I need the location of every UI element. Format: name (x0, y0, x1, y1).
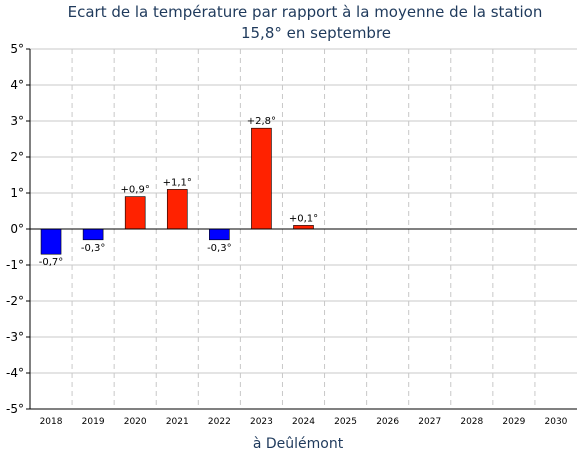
labels: 5° 4° 3° 2° 1° 0° -1° -2° -3° -4° -5° 2018 -0,7° 2019… (6, 42, 568, 427)
x-tick-label: 2024 (292, 417, 315, 427)
x-tick-label: 2027 (418, 417, 441, 427)
x-tick-label: 2028 (460, 417, 483, 427)
x-axis-label: à Deûlémont (253, 436, 344, 452)
x-tick-label: 2029 (502, 417, 525, 427)
data-label-2018: -0,7° (39, 257, 64, 268)
y-tick-label: -4° (6, 366, 24, 380)
y-tick-label: 1° (10, 186, 24, 200)
x-tick-label: 2030 (545, 417, 568, 427)
bar-2024 (293, 225, 314, 230)
x-tick-label: 2023 (250, 417, 273, 427)
data-label-2024: +0,1° (289, 213, 318, 224)
bar-2018 (40, 228, 62, 255)
x-tick-label: 2018 (40, 417, 63, 427)
bar-2023 (251, 127, 272, 230)
axes (26, 48, 577, 410)
x-tick-label: 2021 (166, 417, 189, 427)
data-label-2023: +2,8° (247, 116, 276, 127)
x-tick-label: 2022 (208, 417, 231, 427)
x-tick-label: 2020 (124, 417, 147, 427)
bar-2019 (82, 228, 104, 241)
y-tick-label: -3° (6, 330, 24, 344)
y-tick-label: 3° (10, 114, 24, 128)
data-label-2022: -0,3° (207, 243, 232, 254)
y-tick-label: 5° (10, 42, 24, 56)
chart-subtitle: 15,8° en septembre (241, 24, 391, 42)
data-label-2021: +1,1° (163, 177, 192, 188)
y-tick-label: 0° (10, 222, 24, 236)
bar-2021 (166, 189, 188, 230)
y-tick-label: -2° (6, 294, 24, 308)
y-tick-label: 4° (10, 78, 24, 92)
x-tick-label: 2019 (82, 417, 105, 427)
y-tick-label: -1° (6, 258, 24, 272)
bar-2022 (209, 228, 230, 241)
bars (40, 127, 314, 255)
chart-title: Ecart de la température par rapport à la… (68, 3, 543, 21)
bar-2020 (124, 196, 146, 230)
y-tick-label: 2° (10, 150, 24, 164)
y-tick-label: -5° (6, 402, 24, 416)
data-label-2020: +0,9° (121, 185, 150, 196)
x-tick-label: 2025 (334, 417, 357, 427)
data-label-2019: -0,3° (81, 243, 106, 254)
x-tick-label: 2026 (376, 417, 399, 427)
